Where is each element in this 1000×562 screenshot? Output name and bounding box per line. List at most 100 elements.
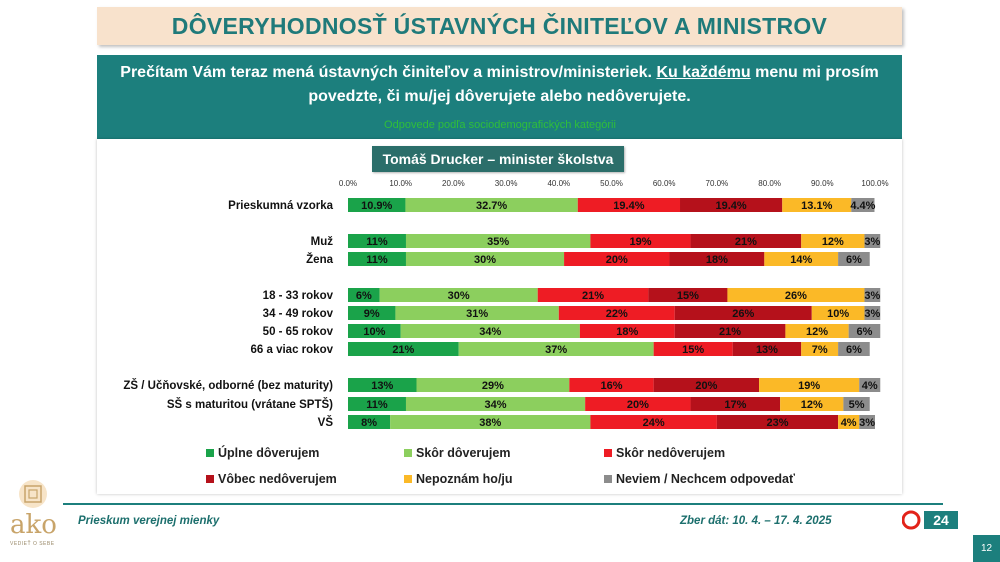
bar-segment	[416, 378, 570, 392]
x-tick-label: 10.0%	[389, 179, 412, 188]
page-title: DÔVERYHODNOSŤ ÚSTAVNÝCH ČINITEĽOV A MINI…	[171, 12, 828, 39]
data-label: 21%	[719, 326, 741, 338]
data-label: 3%	[864, 308, 880, 320]
category-label: ZŠ / Učňovské, odborné (bez maturity)	[123, 379, 333, 392]
question-underlined: Ku každému	[656, 64, 751, 81]
bar-segment	[405, 234, 591, 248]
data-label: 35%	[487, 236, 509, 248]
x-tick-label: 100.0%	[861, 179, 888, 188]
data-label: 19.4%	[613, 200, 644, 212]
bar-segment	[838, 252, 870, 266]
x-tick-label: 50.0%	[600, 179, 623, 188]
bar-segment	[405, 198, 578, 212]
bar-segment	[348, 415, 391, 429]
bar-segment	[759, 378, 860, 392]
data-label: 34%	[479, 326, 501, 338]
bar-segment	[579, 324, 675, 338]
bar-segment	[348, 198, 406, 212]
bar-segment	[859, 415, 875, 429]
question-part2: menu mi prosím povedzte, či mu/jej dôver…	[308, 64, 879, 105]
data-label: 15%	[677, 290, 699, 302]
data-label: 19.4%	[716, 200, 747, 212]
bar-segment	[348, 288, 380, 302]
x-tick-label: 80.0%	[758, 179, 781, 188]
logo-text: ako	[10, 510, 57, 540]
data-label: 30%	[448, 290, 470, 302]
bar-segment	[590, 234, 691, 248]
data-label: 21%	[735, 236, 757, 248]
bar-segment	[690, 397, 781, 411]
x-tick-label: 0.0%	[339, 179, 357, 188]
data-label: 7%	[812, 344, 828, 356]
bar-segment	[348, 378, 417, 392]
bar-segment	[390, 415, 591, 429]
tv-logo-text: 24	[933, 512, 949, 528]
data-label: 19%	[798, 380, 820, 392]
data-label: 17%	[724, 399, 746, 411]
data-label: 18%	[706, 254, 728, 266]
data-label: 15%	[682, 344, 704, 356]
data-label: 20%	[627, 399, 649, 411]
logo-tagline: VEDIEŤ O SEBE	[10, 541, 55, 547]
data-label: 12%	[822, 236, 844, 248]
person-label: Tomáš Drucker – minister školstva	[382, 151, 614, 167]
x-tick-label: 90.0%	[811, 179, 834, 188]
bar-segment	[669, 252, 765, 266]
data-label: 21%	[582, 290, 604, 302]
footer-divider	[63, 503, 943, 505]
x-tick-label: 30.0%	[495, 179, 518, 188]
bar-segment	[859, 378, 881, 392]
bar-segment	[674, 324, 786, 338]
bar-segment	[400, 324, 580, 338]
data-label: 18%	[616, 326, 638, 338]
data-label: 4%	[862, 380, 878, 392]
bar-segment	[564, 252, 670, 266]
data-label: 23%	[766, 417, 788, 429]
bar-segment	[764, 252, 839, 266]
category-label: VŠ	[318, 416, 334, 429]
category-label: Prieskumná vzorka	[228, 200, 333, 212]
bar-segment	[558, 306, 675, 320]
data-label: 10%	[363, 326, 385, 338]
bar-segment	[782, 198, 852, 212]
bar-segment	[848, 324, 881, 338]
bar-segment	[405, 252, 565, 266]
footer-survey-label: Prieskum verejnej mienky	[78, 515, 220, 527]
data-label: 32.7%	[476, 200, 507, 212]
data-label: 4%	[841, 417, 857, 429]
bar-segment	[379, 288, 538, 302]
bar-segment	[653, 342, 733, 356]
bar-segment	[864, 234, 881, 248]
data-label: 19%	[629, 236, 651, 248]
data-label: 29%	[482, 380, 504, 392]
bar-segment	[674, 306, 812, 320]
bar-segment	[843, 397, 870, 411]
data-label: 30%	[474, 254, 496, 266]
bar-segment	[864, 306, 881, 320]
x-tick-label: 70.0%	[706, 179, 729, 188]
bar-segment	[348, 252, 406, 266]
title-box: DÔVERYHODNOSŤ ÚSTAVNÝCH ČINITEĽOV A MINI…	[97, 7, 902, 45]
data-label: 5%	[849, 399, 865, 411]
data-label: 6%	[356, 290, 372, 302]
question-box: Prečítam Vám teraz mená ústavných činite…	[97, 55, 902, 139]
data-label: 20%	[695, 380, 717, 392]
tv-24-logo-icon: 24	[902, 510, 958, 530]
data-label: 10%	[827, 308, 849, 320]
data-label: 21%	[392, 344, 414, 356]
data-label: 3%	[859, 417, 875, 429]
bar-segment	[780, 397, 844, 411]
bar-segment	[405, 397, 586, 411]
bar-segment	[838, 415, 860, 429]
bar-segment	[653, 378, 760, 392]
data-label: 38%	[479, 417, 501, 429]
data-label: 3%	[864, 290, 880, 302]
data-label: 6%	[857, 326, 873, 338]
ako-logo-icon	[19, 480, 47, 508]
data-label: 16%	[600, 380, 622, 392]
bar-segment	[864, 288, 881, 302]
bar-segment	[590, 415, 717, 429]
bar-segment	[801, 234, 865, 248]
data-label: 11%	[366, 254, 388, 266]
data-label: 24%	[643, 417, 665, 429]
